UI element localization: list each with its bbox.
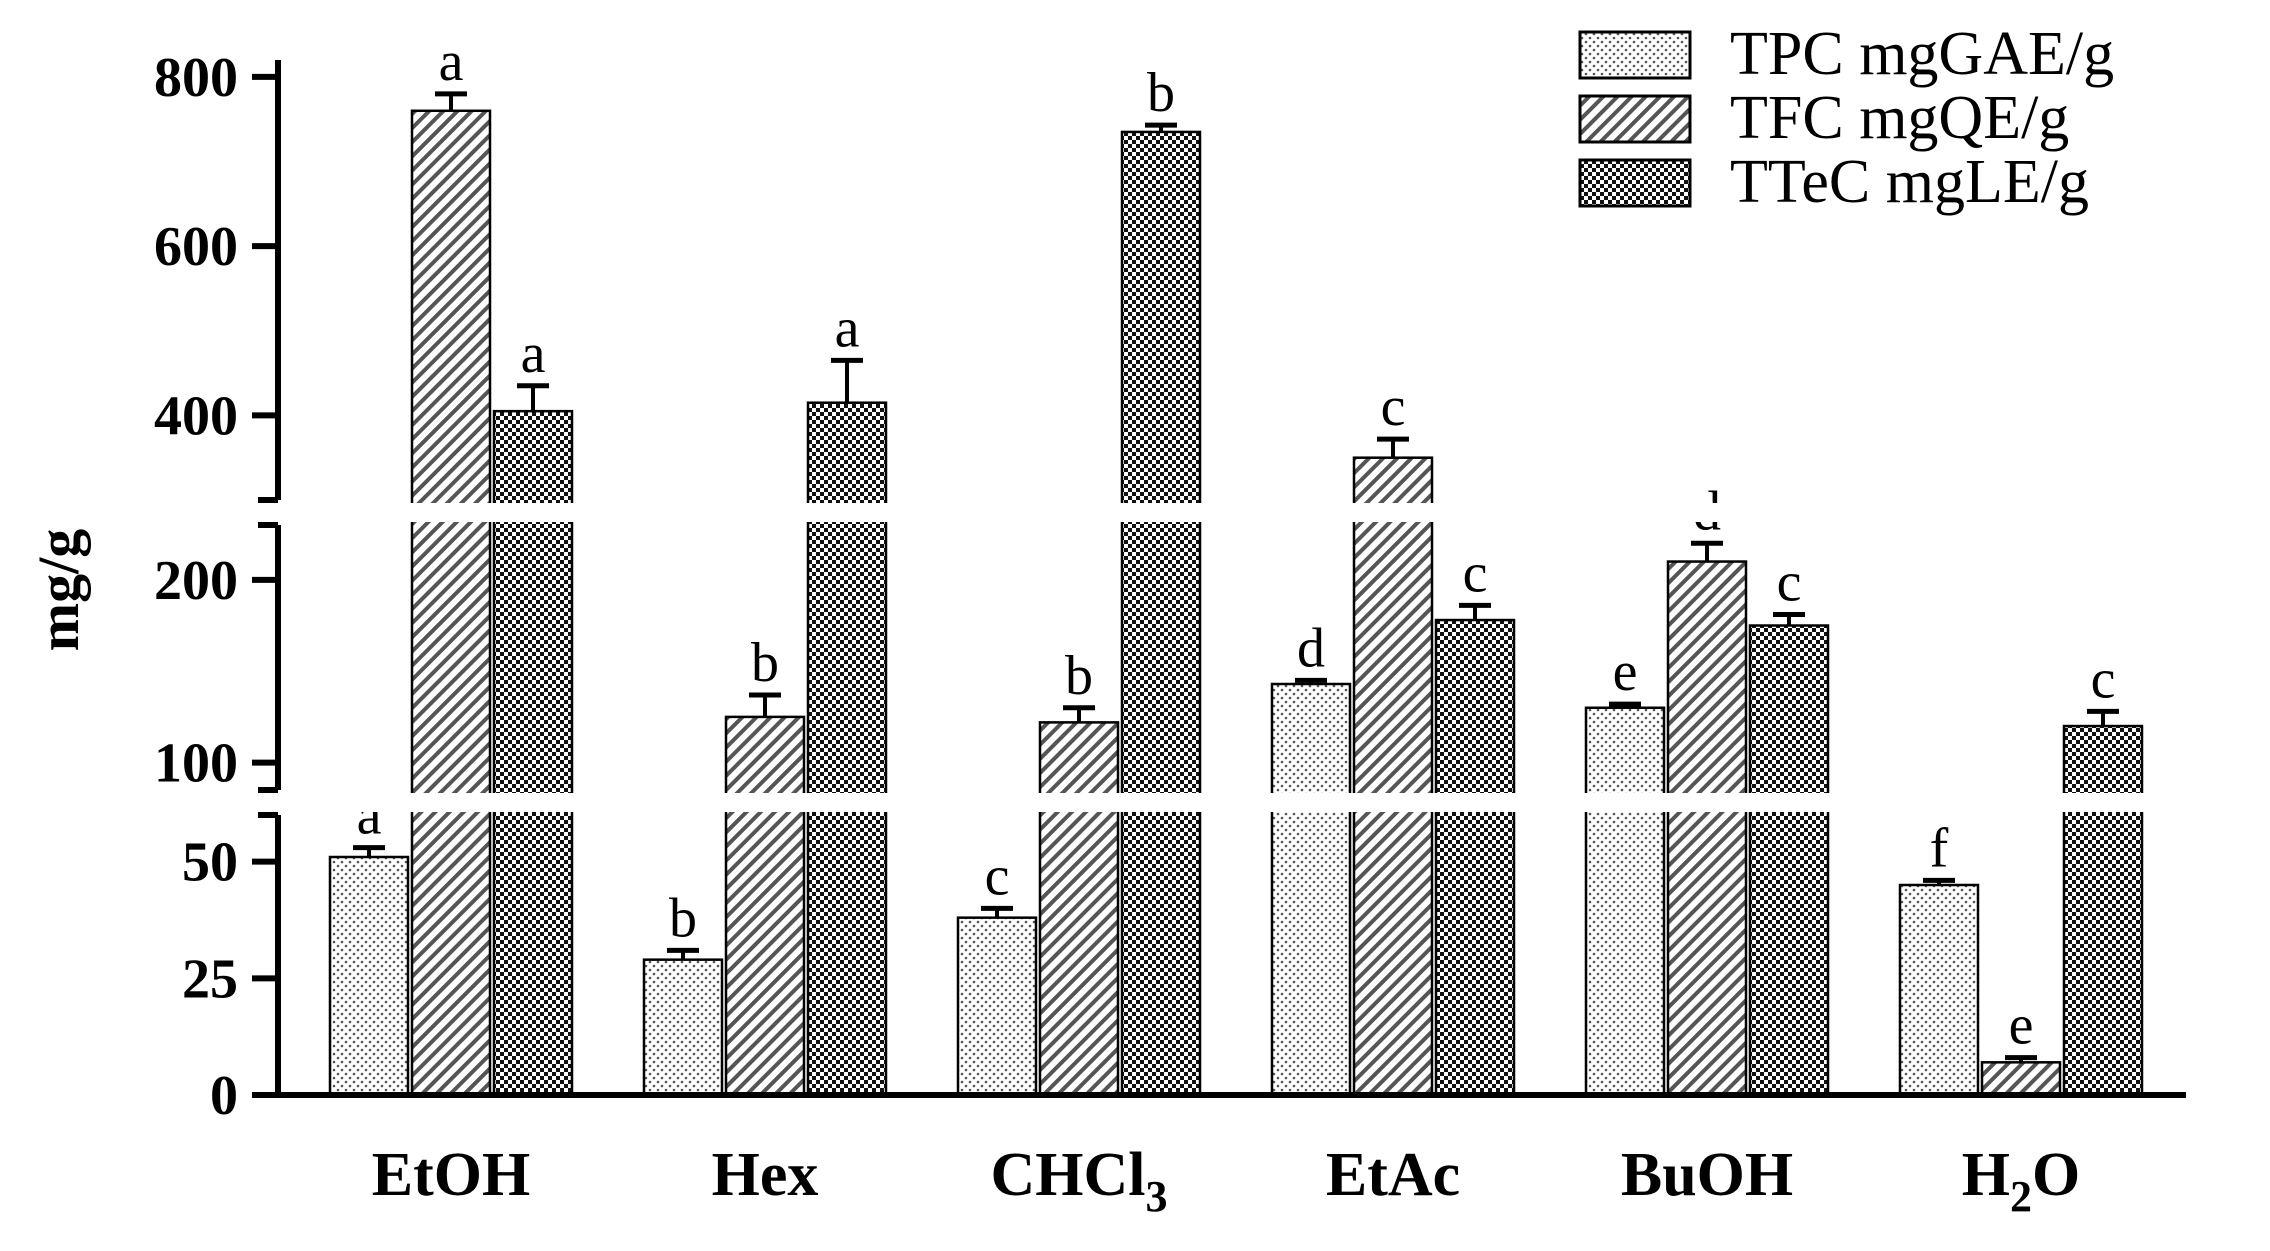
significance-letter: f xyxy=(1930,817,1949,879)
category-tail: O xyxy=(2032,1141,2080,1209)
y-axis-label: mg/g xyxy=(26,529,91,651)
legend-swatch-dots xyxy=(1578,30,1692,80)
significance-letter: a xyxy=(439,31,464,93)
significance-letter: c xyxy=(2091,648,2116,710)
bar-dots xyxy=(642,958,724,1097)
y-tick-label: 400 xyxy=(154,385,238,447)
significance-letter: b xyxy=(669,887,697,949)
bar-checker xyxy=(2062,724,2144,1097)
category-main: H xyxy=(1962,1141,2010,1209)
y-tick-label: 600 xyxy=(154,216,238,278)
significance-letter: e xyxy=(1613,641,1638,703)
significance-letter: a xyxy=(835,297,860,359)
bar-hatch xyxy=(1038,721,1120,1097)
bar-hatch xyxy=(1666,560,1748,1097)
significance-letter: c xyxy=(1777,552,1802,614)
category-main: EtAc xyxy=(1326,1141,1460,1209)
y-tick-label: 25 xyxy=(182,948,238,1010)
bar-dots xyxy=(1898,883,1980,1097)
significance-letter: c xyxy=(1381,376,1406,438)
legend-label: TFC mgQE/g xyxy=(1730,84,2069,152)
y-tick-label: 50 xyxy=(182,832,238,894)
bar-hatch xyxy=(1352,456,1434,1097)
significance-letter: c xyxy=(1463,542,1488,604)
significance-letter: c xyxy=(985,845,1010,907)
x-category-label: EtOH xyxy=(372,1141,530,1209)
axis-break-gap xyxy=(281,503,2156,522)
bar-dots xyxy=(1270,682,1352,1097)
bar-hatch xyxy=(724,715,806,1097)
significance-letter: b xyxy=(751,632,779,694)
axis-break-gap xyxy=(281,793,2156,812)
x-axis: EtOH Hex CHCl3 EtAc BuOH H2O xyxy=(275,1092,2186,1221)
bar-checker xyxy=(1748,624,1830,1097)
y-axis-title: mg/g xyxy=(26,529,91,651)
y-tick-label: 100 xyxy=(154,733,238,795)
x-category-label: H2O xyxy=(1962,1141,2080,1221)
significance-letter: b xyxy=(1065,645,1093,707)
significance-letter: d xyxy=(1297,617,1325,679)
x-category-label: CHCl3 xyxy=(991,1141,1168,1221)
bar-checker xyxy=(1434,618,1516,1097)
legend-label: TTeC mgLE/g xyxy=(1730,148,2089,216)
x-category-label: Hex xyxy=(712,1141,819,1209)
significance-letter: e xyxy=(2009,995,2034,1057)
category-main: CHCl xyxy=(991,1141,1146,1209)
legend-label: TPC mgGAE/g xyxy=(1730,20,2114,88)
y-tick-label: 800 xyxy=(154,47,238,109)
category-main: EtOH xyxy=(372,1141,530,1209)
category-main: Hex xyxy=(712,1141,819,1209)
x-category-label: EtAc xyxy=(1326,1141,1460,1209)
bar-dots xyxy=(956,916,1038,1097)
break-gaps xyxy=(281,503,2156,812)
bar-checker xyxy=(492,409,574,1097)
bar-dots xyxy=(328,855,410,1097)
bar-dots xyxy=(1584,706,1666,1097)
category-subscript: 2 xyxy=(2010,1172,2032,1221)
significance-letter: a xyxy=(521,323,546,385)
category-subscript: 3 xyxy=(1146,1172,1168,1221)
y-tick-label: 200 xyxy=(154,550,238,612)
category-main: BuOH xyxy=(1621,1141,1793,1209)
y-tick-label: 0 xyxy=(210,1065,238,1127)
legend-swatch-hatch xyxy=(1578,94,1692,144)
bar-checker xyxy=(1120,130,1202,1097)
y-axis: 0 25 50 100 200 400 600 800 xyxy=(154,47,281,1127)
bar-hatch xyxy=(410,109,492,1097)
legend-swatch-checker xyxy=(1578,158,1692,208)
x-category-label: BuOH xyxy=(1621,1141,1793,1209)
significance-letter: b xyxy=(1147,62,1175,124)
bar-hatch xyxy=(1980,1061,2062,1097)
